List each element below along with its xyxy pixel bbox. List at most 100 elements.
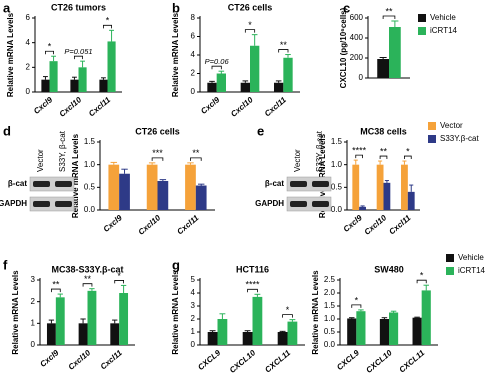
significance-bracket (351, 304, 362, 308)
panel-letter: b (172, 0, 180, 15)
blot-row-label: GAPDH (255, 199, 284, 208)
y-tick-label: 2 (191, 314, 196, 323)
y-tick-label: 1 (191, 327, 196, 336)
significance-label: * (248, 20, 252, 30)
bar (87, 290, 97, 345)
bar (110, 323, 120, 345)
bar (274, 82, 284, 92)
error-bar (285, 54, 291, 58)
significance-label: ** (84, 274, 92, 284)
bar (78, 67, 87, 92)
error-bar (391, 20, 399, 27)
bar (287, 321, 298, 345)
x-tick-label: Cxcl11 (175, 213, 201, 236)
bar (421, 290, 431, 345)
bar (185, 164, 196, 210)
error-bar (378, 160, 383, 165)
significance-label: * (355, 295, 359, 305)
error-bar (379, 57, 387, 59)
blot-band (312, 181, 329, 187)
significance-label: * (106, 16, 110, 26)
significance-label: * (420, 271, 424, 281)
y-tick-label: 0.5 (324, 327, 336, 336)
blot-band (312, 201, 329, 207)
bar (242, 332, 253, 345)
x-tick-label: CXCL9 (196, 348, 222, 372)
significance-bracket (114, 280, 124, 284)
error-bar (384, 180, 389, 183)
bar (252, 296, 263, 345)
bar (157, 180, 169, 210)
error-bar (358, 309, 364, 312)
chart-title: SW480 (374, 264, 404, 274)
y-tick-label: 3 (31, 275, 36, 284)
error-bar (101, 77, 106, 80)
error-bar (43, 76, 48, 80)
bar (412, 317, 422, 345)
y-tick-label: 200 (350, 53, 364, 62)
legend-label: Vector (440, 121, 463, 130)
y-tick-label: 1.5 (324, 301, 336, 310)
bar (383, 182, 391, 210)
error-bar (109, 29, 114, 42)
bar (389, 27, 401, 78)
chart-title: MC38-S33Y.β-cat (51, 264, 123, 274)
y-axis-label: Relative mRNA Levels (11, 270, 20, 355)
x-tick-label: Cxcl10 (229, 95, 255, 119)
legend-label: iCRT14 (458, 266, 486, 275)
x-tick-label: Cxcl11 (263, 95, 289, 118)
y-tick-label: 1.0 (84, 160, 96, 169)
bar (347, 318, 357, 345)
legend-label: iCRT14 (430, 26, 458, 35)
error-bar (51, 55, 56, 62)
y-axis-label: Relative mRNA Levels (71, 133, 80, 218)
error-bar (414, 316, 420, 318)
error-bar (353, 159, 358, 165)
x-tick-label: CXCL10 (228, 348, 258, 375)
x-tick-label: Cxcl9 (342, 213, 365, 234)
y-tick-label: 400 (350, 33, 364, 42)
significance-label: ** (52, 279, 60, 289)
y-tick-label: 0.5 (84, 182, 96, 191)
significance-label: P=0.06 (205, 57, 230, 66)
y-tick-label: 0.5 (331, 182, 343, 191)
panel-letter: d (3, 123, 11, 138)
bar (217, 319, 228, 345)
y-tick-label: 1.5 (84, 137, 96, 146)
y-tick-label: 1.0 (331, 160, 343, 169)
significance-bracket (51, 288, 61, 293)
bar (377, 59, 389, 78)
x-tick-label: CXCL11 (397, 348, 426, 375)
blot-row-label: β-cat (265, 179, 284, 188)
x-tick-label: Cxcl9 (32, 95, 55, 116)
error-bar (219, 313, 226, 319)
bar (407, 191, 415, 210)
bar (376, 164, 384, 210)
y-tick-label: 4 (191, 288, 196, 297)
bar (119, 173, 130, 210)
y-tick-label: 6 (26, 13, 31, 22)
error-bar (209, 80, 215, 83)
y-axis-label: Relative mRNA Levels (311, 270, 320, 355)
significance-bracket (151, 157, 164, 161)
y-axis-label: Relative mRNA Levels (6, 12, 15, 97)
error-bar (402, 160, 407, 165)
x-tick-label: CXCL10 (364, 348, 394, 375)
bar (356, 311, 366, 345)
x-tick-label: Cxcl10 (137, 213, 163, 237)
y-tick-label: 0 (26, 87, 31, 96)
error-bar (187, 162, 194, 165)
error-bar (218, 70, 225, 74)
blot-lane-label: Vector (293, 149, 302, 172)
x-tick-label: Cxcl11 (87, 95, 113, 118)
x-tick-label: CXCL11 (263, 348, 292, 375)
error-bar (360, 205, 365, 207)
bar (283, 57, 293, 92)
bar (99, 79, 108, 92)
error-bar (110, 161, 118, 165)
blot-band (33, 201, 50, 207)
y-tick-label: 0.0 (331, 205, 343, 214)
error-bar (120, 284, 127, 293)
y-axis-label: Relative mRNA Levels (171, 12, 180, 97)
legend-label: Vehicle (430, 13, 456, 22)
